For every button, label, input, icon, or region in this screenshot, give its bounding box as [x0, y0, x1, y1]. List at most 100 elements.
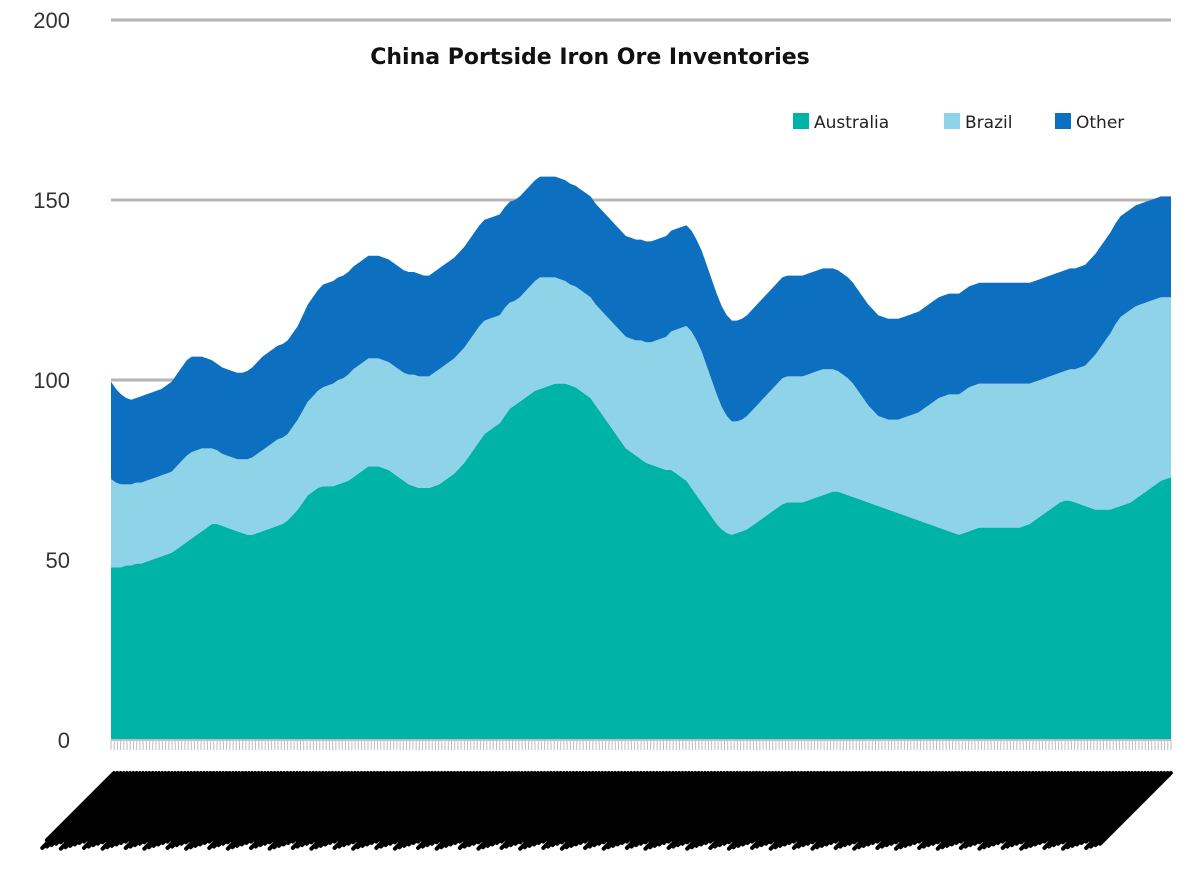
- x-tick-label: [949, 771, 1026, 847]
- x-tick-label: [610, 771, 688, 848]
- x-tick-label: [559, 771, 640, 851]
- x-tick-label: [443, 771, 521, 848]
- x-tick-label: [272, 771, 345, 843]
- x-tick-label: [583, 771, 663, 850]
- x-tick-label: [72, 771, 149, 847]
- x-tick-label: [337, 771, 415, 849]
- x-tick-label: [736, 771, 814, 848]
- x-tick-label: [267, 771, 341, 845]
- x-tick-label: [504, 771, 576, 843]
- x-tick-label: [726, 771, 807, 851]
- x-tick-label: [926, 771, 1003, 848]
- x-tick-label: [411, 771, 486, 846]
- x-tick-label: [889, 771, 964, 846]
- area-series-australia: [111, 383, 1171, 740]
- x-tick-label: [494, 771, 569, 846]
- x-tick-label: [805, 771, 881, 846]
- x-tick-label: [852, 771, 926, 845]
- x-tick-label: [773, 771, 852, 850]
- x-tick-label: [202, 771, 277, 846]
- x-tick-label: [726, 771, 801, 845]
- area-series-group: [111, 176, 1171, 740]
- x-tick-label: [95, 771, 171, 846]
- x-tick-label: [253, 771, 332, 849]
- x-tick-label: [416, 771, 496, 850]
- x-tick-label: [657, 771, 733, 847]
- x-tick-label: [109, 771, 187, 848]
- x-tick-label: [917, 771, 997, 850]
- x-tick-label: [689, 771, 769, 850]
- x-tick-label: [235, 771, 312, 848]
- x-tick-label: [940, 771, 1019, 850]
- x-tick-label: [601, 771, 675, 845]
- x-tick-label: [583, 771, 656, 844]
- x-tick-label: [898, 771, 977, 850]
- x-tick-label: [750, 771, 830, 850]
- x-tick-label: [434, 771, 508, 845]
- y-tick-label: 50: [46, 548, 70, 573]
- x-tick-label: [1084, 771, 1164, 850]
- x-tick-label: [880, 771, 958, 849]
- x-tick-label: [624, 771, 698, 844]
- x-tick-label: [518, 771, 598, 851]
- x-tick-label: [759, 771, 836, 848]
- x-tick-label: [114, 771, 190, 847]
- x-tick-label: [940, 771, 1013, 843]
- x-tick-label: [295, 771, 373, 849]
- x-tick-label: [86, 771, 165, 849]
- x-tick-label: [360, 771, 438, 848]
- x-tick-label: [893, 771, 974, 851]
- area-series-other: [111, 176, 1171, 485]
- x-tick-label: [764, 771, 839, 846]
- x-tick-label: [146, 771, 226, 850]
- x-tick-label: [406, 771, 483, 847]
- x-tick-label: [1079, 771, 1154, 846]
- x-tick-label: [1042, 771, 1122, 850]
- x-tick-label: [295, 771, 367, 843]
- x-tick-label: [1014, 771, 1090, 846]
- x-tick-label: [457, 771, 537, 850]
- x-tick-label: [1023, 771, 1103, 850]
- x-tick-label: [731, 771, 804, 843]
- x-tick-label: [44, 771, 123, 849]
- x-tick-label: [833, 771, 913, 850]
- x-tick-label: [133, 771, 210, 848]
- x-tick-label: [128, 771, 200, 843]
- x-tick-labels-illegible: [40, 771, 1173, 851]
- x-tick-label: [907, 771, 984, 847]
- x-tick-label: [309, 771, 390, 851]
- x-tick-label: [1042, 771, 1115, 844]
- x-tick-label: [290, 771, 364, 844]
- x-tick-label: [392, 771, 467, 845]
- x-tick-label: [119, 771, 194, 846]
- x-tick-label: [768, 771, 842, 845]
- x-tick-label: [392, 771, 473, 851]
- x-tick-label: [601, 771, 682, 851]
- x-tick-label: [968, 771, 1045, 848]
- x-tick-label: [555, 771, 630, 846]
- y-tick-label: 100: [33, 368, 70, 393]
- x-tick-label: [207, 771, 287, 850]
- legend-label: Australia: [814, 113, 889, 133]
- x-tick-label: [211, 771, 290, 849]
- x-tick-label: [787, 771, 862, 846]
- x-tick-label: [351, 771, 425, 845]
- x-tick-label: [146, 771, 219, 843]
- x-tick-label: [522, 771, 595, 843]
- x-tick-label: [541, 771, 614, 844]
- x-tick-label: [1088, 771, 1160, 843]
- x-tick-label: [708, 771, 781, 844]
- x-tick-label: [402, 771, 479, 848]
- x-tick-label: [471, 771, 547, 846]
- x-tick-label: [740, 771, 817, 847]
- x-tick-label: [745, 771, 820, 846]
- x-tick-label: [439, 771, 518, 850]
- x-tick-label: [378, 771, 451, 843]
- x-tick-label: [105, 771, 184, 850]
- x-tick-label: [954, 771, 1029, 846]
- x-tick-label: [434, 771, 515, 851]
- x-tick-label: [341, 771, 418, 848]
- x-tick-label: [476, 771, 557, 851]
- legend: Australia Brazil Other: [793, 113, 1124, 133]
- x-tick-label: [791, 771, 865, 844]
